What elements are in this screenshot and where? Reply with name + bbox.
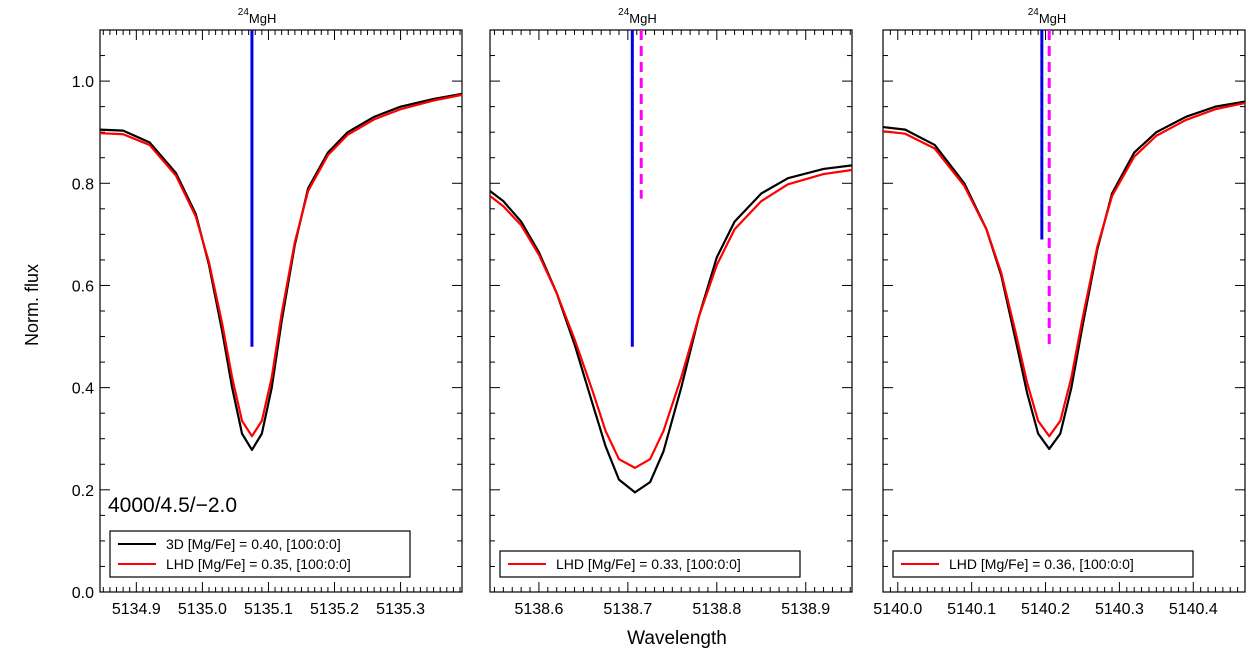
legend-box (499, 550, 801, 578)
x-tick-label: 5140.3 (1095, 601, 1144, 618)
x-tick-label: 5138.9 (781, 601, 830, 618)
y-tick-label: 0.2 (72, 483, 94, 500)
x-tick-label: 5135.1 (244, 601, 293, 618)
legend-label: LHD [Mg/Fe] = 0.35, [100:0:0] (166, 556, 351, 572)
legend-label: LHD [Mg/Fe] = 0.36, [100:0:0] (949, 556, 1134, 572)
species-label: MgH (629, 11, 656, 26)
panel-2: 5138.6 5138.7 5138.8 5138.9 24 MgH LHD [Mg/Fe]… (489, 7, 853, 618)
x-tick-label: 5140.4 (1169, 601, 1218, 618)
plot-frame (489, 29, 853, 593)
panel-1: 5134.9 5135.0 5135.1 5135.2 5135.3 0.0 0.2 0.4 0… (72, 7, 463, 618)
y-tick-label: 0.4 (72, 381, 94, 398)
isotope-label: 24 (238, 7, 250, 18)
series-line-lhd (490, 168, 852, 469)
x-tick-label: 5135.0 (178, 601, 227, 618)
species-label: MgH (249, 11, 276, 26)
x-tick-label: 5135.3 (376, 601, 425, 618)
series-line-lhd (883, 101, 1245, 438)
series-line-3d (100, 92, 462, 452)
isotope-label: 24 (1028, 7, 1040, 18)
x-tick-label: 5134.9 (112, 601, 161, 618)
series-line-3d (883, 100, 1245, 451)
y-axis-label: Norm. flux (22, 264, 42, 346)
legend-label: LHD [Mg/Fe] = 0.33, [100:0:0] (556, 556, 741, 572)
x-axis-label: Wavelength (627, 628, 727, 649)
series-line-lhd (100, 93, 462, 438)
x-tick-label: 5138.8 (692, 601, 741, 618)
panel-3: 5140.0 5140.1 5140.2 5140.3 5140.4 24 MgH LHD [… (873, 7, 1246, 618)
series-line-3d (490, 164, 852, 494)
y-tick-label: 0.0 (72, 585, 94, 602)
x-tick-label: 5140.0 (873, 601, 922, 618)
legend-label: 3D [Mg/Fe] = 0.40, [100:0:0] (166, 536, 341, 552)
isotope-label: 24 (618, 7, 630, 18)
legend-box (109, 530, 411, 578)
x-tick-label: 5138.7 (603, 601, 652, 618)
x-tick-label: 5140.1 (947, 601, 996, 618)
x-tick-label: 5135.2 (310, 601, 359, 618)
y-tick-label: 0.8 (72, 176, 94, 193)
x-tick-label: 5140.2 (1021, 601, 1070, 618)
x-tick-label: 5138.6 (514, 601, 563, 618)
y-tick-label: 0.6 (72, 278, 94, 295)
model-parameters-annotation: 4000/4.5/−2.0 (108, 494, 237, 517)
legend-box (892, 550, 1194, 578)
species-label: MgH (1039, 11, 1066, 26)
y-tick-label: 1.0 (72, 74, 94, 91)
